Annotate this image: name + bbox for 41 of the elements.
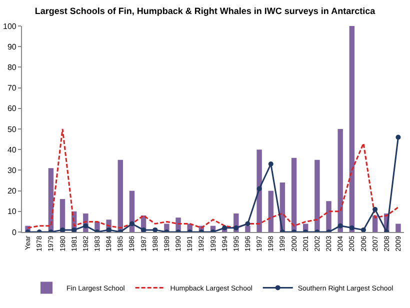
y-tick-label: 90 xyxy=(7,42,17,52)
y-tick-label: 40 xyxy=(7,145,17,154)
point xyxy=(338,223,343,228)
y-tick-label: 20 xyxy=(7,186,17,196)
bar xyxy=(291,158,297,232)
y-tick-label: 30 xyxy=(7,166,17,175)
y-tick-label: 70 xyxy=(7,84,17,93)
point xyxy=(245,221,250,226)
point xyxy=(129,221,134,226)
y-tick-label: 80 xyxy=(7,63,17,72)
point xyxy=(222,225,228,230)
point xyxy=(152,227,158,232)
bar xyxy=(129,190,135,232)
bar xyxy=(256,150,262,232)
bar xyxy=(118,160,123,232)
point xyxy=(83,223,88,228)
bar xyxy=(349,26,355,232)
point xyxy=(396,134,401,140)
bar xyxy=(338,129,343,232)
point xyxy=(60,227,66,232)
point xyxy=(234,225,239,230)
point xyxy=(268,162,274,167)
point xyxy=(106,227,112,232)
bar xyxy=(268,190,274,232)
y-tick-label: 100 xyxy=(3,22,17,31)
y-tick-label: 60 xyxy=(7,104,17,114)
point xyxy=(349,225,354,230)
point xyxy=(372,206,378,212)
y-tick-label: 50 xyxy=(7,124,17,134)
point xyxy=(141,227,146,232)
bar xyxy=(245,226,250,232)
point xyxy=(256,186,262,192)
bar xyxy=(314,160,320,232)
chart-title: Largest Schools of Fin, Humpback & Right Whales in IWC surveys in Antarctica xyxy=(34,6,376,16)
point xyxy=(72,227,77,232)
bar xyxy=(396,224,401,232)
bar xyxy=(326,201,332,232)
bar xyxy=(372,216,378,232)
point xyxy=(360,227,366,232)
y-tick-label: 10 xyxy=(7,207,17,216)
y-tick-label: 0 xyxy=(12,228,17,237)
